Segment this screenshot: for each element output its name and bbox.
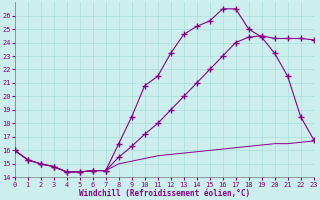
X-axis label: Windchill (Refroidissement éolien,°C): Windchill (Refroidissement éolien,°C) (79, 189, 250, 198)
